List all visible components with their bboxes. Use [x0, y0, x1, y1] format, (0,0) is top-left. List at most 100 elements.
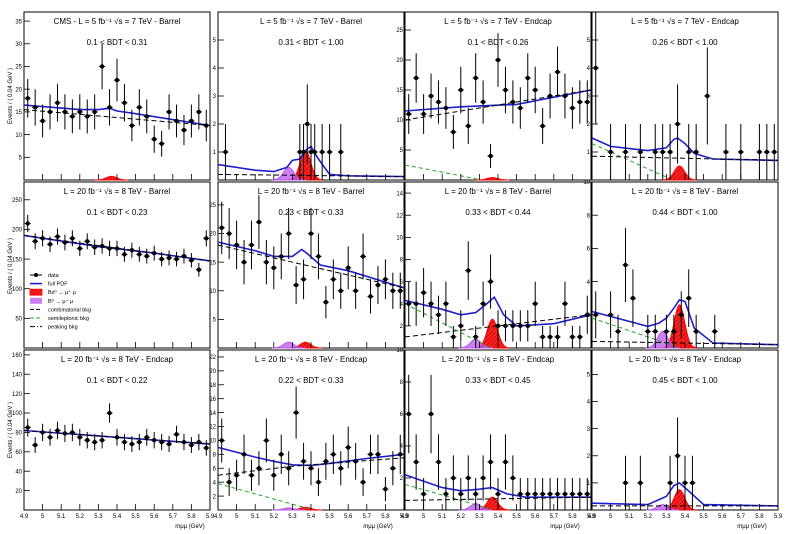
- data-point: [473, 491, 478, 497]
- data-point: [577, 491, 583, 497]
- data-point: [693, 329, 699, 334]
- data-point: [62, 109, 68, 115]
- data-point: [540, 491, 545, 497]
- data-point: [174, 118, 179, 124]
- data-point: [562, 491, 568, 497]
- data-point: [204, 445, 209, 451]
- data-point: [585, 491, 590, 497]
- data-point: [451, 334, 456, 340]
- data-point: [256, 219, 262, 225]
- data-point: [114, 77, 120, 83]
- data-point: [85, 437, 90, 443]
- legend-item-semi: semileptonic bkg: [30, 316, 89, 322]
- y-tick-label: 3: [587, 427, 591, 433]
- data-point: [664, 329, 669, 334]
- data-point: [196, 109, 202, 115]
- y-tick-label: 10: [209, 439, 216, 445]
- data-point: [570, 491, 575, 497]
- data-point: [577, 334, 583, 340]
- data-point: [660, 149, 665, 155]
- full-pdf-curve: [591, 137, 779, 162]
- data-point: [323, 300, 329, 305]
- combinatorial-bkg-curve: [217, 457, 405, 476]
- y-tick-label: 3: [587, 94, 591, 100]
- data-point: [623, 149, 628, 155]
- data-point: [25, 425, 30, 430]
- y-tick-label: 25: [396, 28, 403, 34]
- data-point: [577, 99, 583, 105]
- data-point: [458, 491, 463, 497]
- data-point: [77, 109, 83, 115]
- data-point: [570, 105, 575, 111]
- x-tick-label: 5.9: [774, 514, 783, 520]
- data-point: [421, 491, 426, 497]
- data-point: [495, 57, 501, 63]
- data-point: [723, 149, 729, 155]
- data-point: [152, 250, 157, 256]
- data-point: [518, 105, 523, 111]
- data-point: [510, 475, 516, 481]
- data-point: [70, 114, 75, 119]
- data-point: [630, 296, 636, 301]
- data-point: [264, 259, 269, 265]
- x-tick-label: 5.7: [363, 514, 372, 520]
- data-point: [107, 246, 112, 251]
- data-point: [510, 323, 516, 329]
- y-tick-label: 2: [400, 476, 404, 482]
- full-pdf-curve: [217, 145, 405, 178]
- data-point: [495, 323, 501, 329]
- panel-subtitle: 0.23 < BDT < 0.33: [278, 208, 344, 217]
- data-point: [249, 242, 254, 248]
- data-point: [458, 87, 463, 93]
- combinatorial-bkg-curve: [23, 430, 211, 445]
- data-point: [129, 441, 135, 447]
- data-point: [772, 149, 777, 155]
- legend-label: data: [48, 273, 60, 279]
- data-point: [653, 329, 658, 334]
- data-point: [122, 252, 127, 257]
- data-point: [398, 452, 403, 457]
- data-point: [488, 153, 493, 159]
- chart-panel: 1 2 3 4 5 L = 5 fb⁻¹ √s = 7 TeV - Barrel 0.31 …: [213, 11, 405, 181]
- x-tick-label: 5.4: [494, 514, 503, 520]
- data-point: [413, 301, 419, 306]
- data-point: [92, 245, 97, 250]
- data-point: [623, 262, 628, 268]
- x-tick-label: 5.9: [587, 514, 596, 520]
- combinatorial-bkg-curve: [404, 496, 592, 501]
- x-tick-label: 5.5: [512, 514, 521, 520]
- y-tick-label: 2: [587, 313, 591, 319]
- x-tick-label: 5.3: [475, 514, 484, 520]
- data-point: [144, 253, 149, 259]
- data-point: [682, 480, 688, 486]
- data-point: [196, 439, 202, 445]
- x-tick-label: 5.4: [113, 514, 122, 520]
- y-tick-label: 6: [400, 280, 404, 286]
- data-point: [368, 294, 373, 299]
- data-point: [458, 323, 463, 329]
- data-point: [495, 491, 501, 497]
- y-tick-label: 100: [12, 411, 23, 417]
- data-point: [166, 255, 172, 261]
- y-tick-label: 8: [400, 258, 404, 264]
- data-point: [510, 99, 516, 105]
- x-tick-label: 5.7: [737, 514, 746, 520]
- data-point: [693, 149, 699, 155]
- x-tick-label: 4.9: [588, 514, 597, 520]
- data-point: [316, 254, 321, 259]
- chart-panel: 1 2 3 4 5 4.9 5 5.1 5.2 5.3 5.4 5.5 5.6 5.7 5.8 5.9 L = …: [587, 349, 783, 520]
- data-point: [368, 452, 373, 457]
- data-point: [428, 301, 434, 306]
- x-tick-label: 5.5: [699, 514, 708, 520]
- data-point: [540, 123, 545, 129]
- data-point: [159, 141, 164, 146]
- chart-panel: 2 4 6 8 10 4.9 5 5.1 5.2 5.3 5.4 5.5 5.6 5.7 5.8 5.9 L =…: [396, 348, 596, 520]
- data-point: [32, 442, 38, 448]
- data-point: [137, 439, 142, 445]
- y-tick-label: 8: [400, 380, 404, 386]
- data-point: [712, 329, 717, 334]
- data-point: [331, 277, 336, 282]
- y-tick-label: 16: [209, 397, 216, 403]
- y-tick-label: 3: [213, 94, 217, 100]
